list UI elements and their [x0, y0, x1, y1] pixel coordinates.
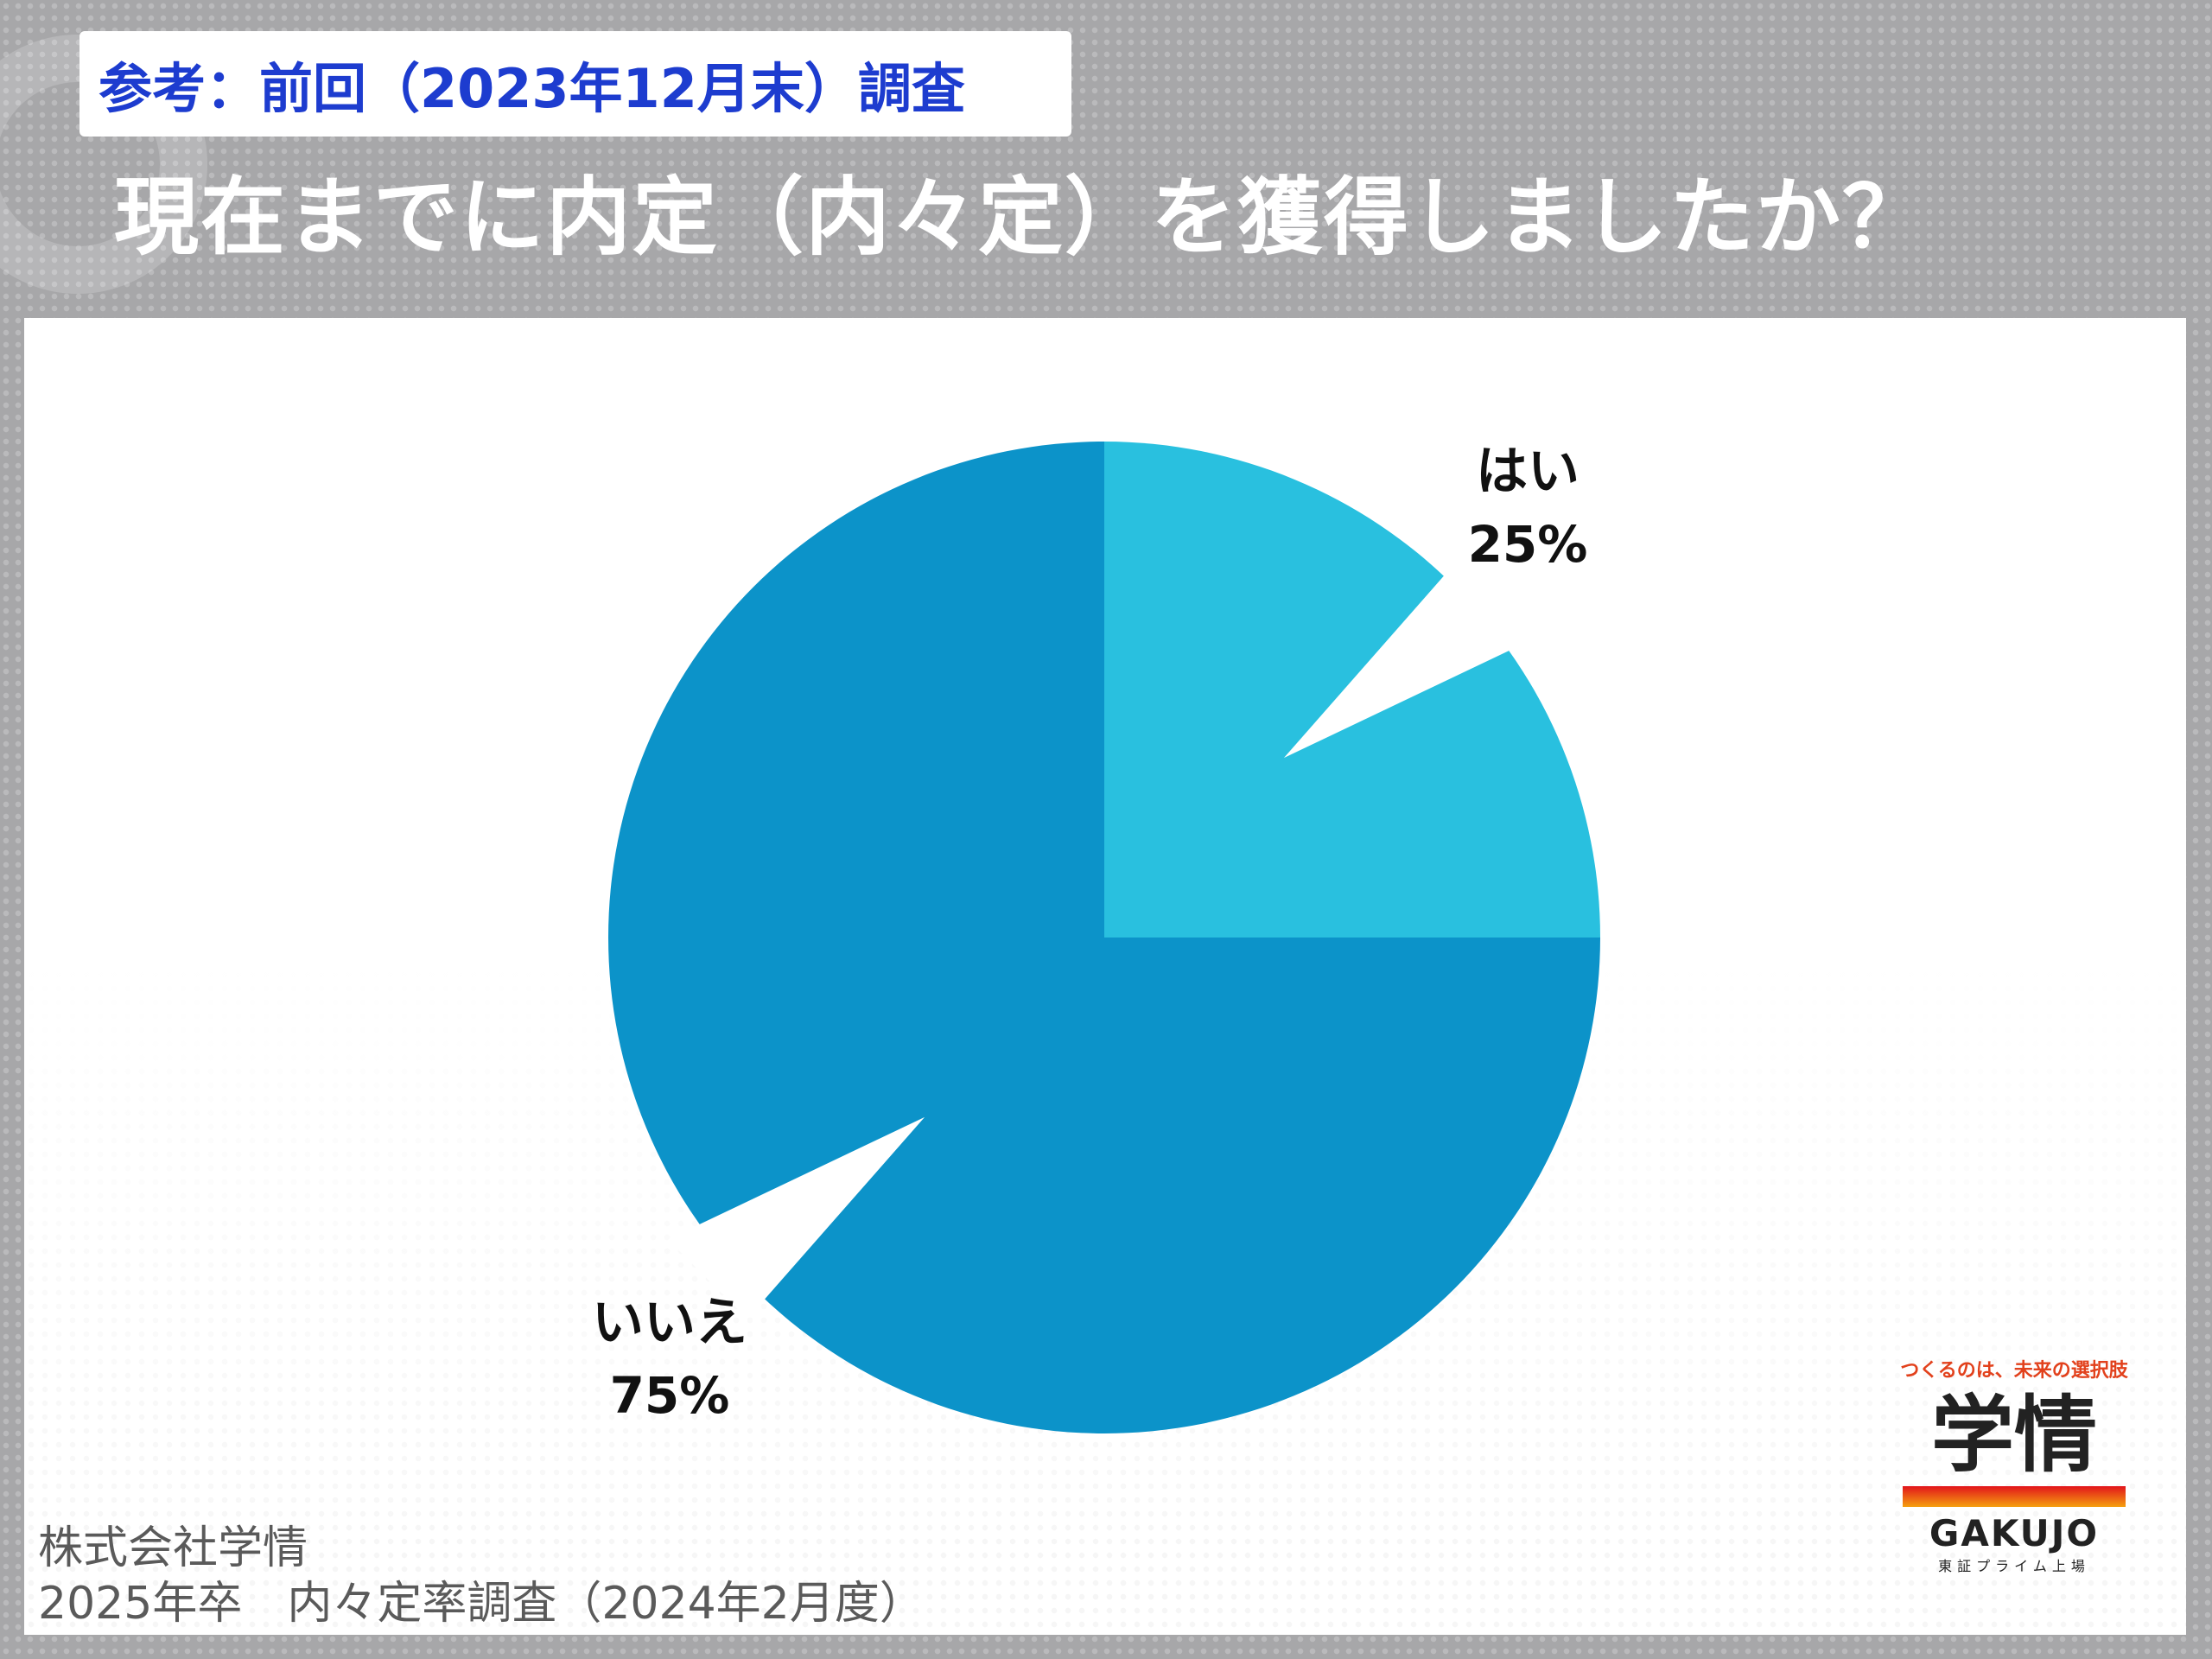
- gakujo-logo: つくるのは、未来の選択肢 学情 GAKUJO 東証プライム上場: [1889, 1355, 2139, 1588]
- chart-panel: はい 25% いいえ 75%: [24, 318, 2186, 1635]
- company-name: 株式会社学情: [38, 1522, 308, 1574]
- pie-chart: はい 25% いいえ 75%: [592, 442, 1600, 1433]
- slice-hai-callout-notch: [1283, 556, 1541, 759]
- label-iie-category: いいえ: [592, 1293, 747, 1353]
- page-title: 現在までに内定（内々定）を獲得しましたか？: [114, 168, 1929, 267]
- logo-mark: 学情: [1931, 1387, 2097, 1484]
- logo-sub: 東証プライム上場: [1938, 1558, 2090, 1574]
- label-hai-category: はい: [1476, 442, 1580, 502]
- label-iie-percent: 75%: [610, 1366, 730, 1425]
- logo-name: GAKUJO: [1929, 1512, 2100, 1554]
- label-hai-percent: 25%: [1468, 515, 1588, 574]
- logo-tagline: つくるのは、未来の選択肢: [1900, 1360, 2128, 1382]
- survey-name: 2025年卒 内々定率調査（2024年2月度）: [38, 1578, 925, 1630]
- slice-iie-callout-notch: [668, 1116, 925, 1319]
- source-note: 株式会社学情 2025年卒 内々定率調査（2024年2月度）: [38, 1521, 925, 1631]
- reference-badge: 参考：前回（2023年12月末）調査: [79, 31, 1071, 137]
- logo-bar: [1903, 1486, 2126, 1507]
